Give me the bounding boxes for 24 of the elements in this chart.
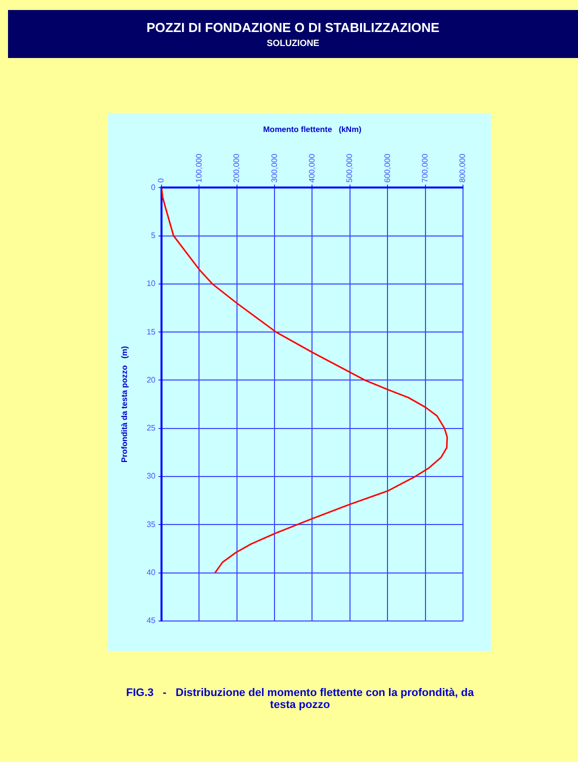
y-tick-label: 20 [146,375,156,384]
y-tick-label: 45 [146,616,156,626]
x-tick-label: 800,000 [458,153,468,183]
x-tick-label: 200,000 [232,153,242,183]
x-axis-title: Momento flettente (kNm) [263,125,362,134]
y-tick-label: 25 [146,424,156,433]
x-tick-label: 500,000 [345,153,354,183]
x-tick-label: 600,000 [382,153,392,183]
y-axis-title: Profondità da testa pozzo (m) [120,346,130,463]
x-tick-label: 100,000 [194,153,204,183]
chart-subtitle: SOLUZIONE [266,38,320,48]
y-tick-label: 30 [146,472,156,481]
x-tick-label: 0 [156,178,166,183]
y-tick-label: 15 [146,327,156,336]
caption: FIG.3 - Distribuzione del momento flettente con la profondità, da testa pozzo [125,687,475,711]
x-tick-label: 400,000 [307,153,316,183]
y-tick-label: 35 [146,520,156,529]
y-tick-label: 10 [146,279,156,288]
y-tick-label: 0 [151,182,156,192]
y-tick-label: 5 [151,230,156,240]
chart-title: POZZI DI FONDAZIONE O DI STABILIZZAZIONE [146,20,440,35]
x-tick-label: 700,000 [420,153,430,183]
x-tick-label: 300,000 [270,153,279,183]
y-tick-label: 40 [146,568,156,578]
